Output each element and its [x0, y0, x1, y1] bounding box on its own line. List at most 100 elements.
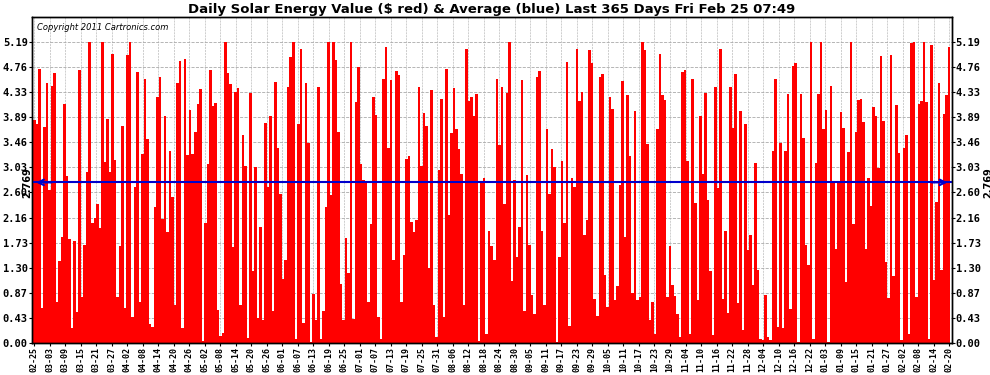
Bar — [825, 110, 828, 343]
Bar — [928, 339, 931, 343]
Bar — [669, 246, 671, 343]
Bar — [812, 339, 815, 343]
Bar — [269, 116, 272, 343]
Bar — [534, 314, 536, 343]
Bar — [822, 129, 825, 343]
Bar — [245, 166, 247, 343]
Bar — [732, 128, 735, 343]
Bar — [214, 103, 217, 343]
Bar — [882, 121, 885, 343]
Bar — [724, 231, 727, 343]
Bar — [555, 342, 558, 343]
Bar — [144, 79, 147, 343]
Bar — [142, 154, 144, 343]
Bar — [637, 300, 639, 343]
Bar — [181, 328, 184, 343]
Bar — [867, 178, 870, 343]
Bar — [521, 80, 523, 343]
Bar — [634, 111, 637, 343]
Bar — [455, 129, 457, 343]
Bar — [931, 45, 933, 343]
Bar — [49, 190, 50, 343]
Bar — [235, 92, 237, 343]
Bar — [34, 120, 36, 343]
Bar — [887, 298, 890, 343]
Bar — [807, 265, 810, 343]
Bar — [83, 246, 86, 343]
Bar — [833, 182, 835, 343]
Bar — [684, 69, 686, 343]
Bar — [717, 188, 719, 343]
Bar — [704, 93, 707, 343]
Bar — [529, 245, 531, 343]
Bar — [307, 143, 310, 343]
Bar — [229, 84, 232, 343]
Bar — [689, 334, 691, 343]
Bar — [606, 307, 609, 343]
Bar — [895, 105, 898, 343]
Bar — [920, 101, 923, 343]
Bar — [287, 87, 289, 343]
Bar — [370, 224, 372, 343]
Bar — [428, 268, 431, 343]
Bar — [629, 156, 632, 343]
Bar — [712, 335, 714, 343]
Bar — [36, 124, 39, 343]
Bar — [746, 250, 749, 343]
Bar — [261, 320, 264, 343]
Bar — [727, 313, 730, 343]
Title: Daily Solar Energy Value ($ red) & Average (blue) Last 365 Days Fri Feb 25 07:49: Daily Solar Energy Value ($ red) & Avera… — [188, 3, 795, 16]
Bar — [425, 126, 428, 343]
Bar — [242, 135, 245, 343]
Bar — [390, 80, 392, 343]
Bar — [354, 102, 357, 343]
Bar — [730, 87, 732, 343]
Bar — [787, 94, 789, 343]
Bar — [264, 123, 267, 343]
Bar — [707, 201, 709, 343]
Bar — [779, 143, 782, 343]
Bar — [137, 72, 139, 343]
Bar — [536, 77, 539, 343]
Bar — [148, 324, 151, 343]
Bar — [259, 227, 261, 343]
Bar — [169, 151, 171, 343]
Bar — [447, 215, 450, 343]
Bar — [548, 194, 550, 343]
Bar — [671, 285, 674, 343]
Bar — [247, 338, 249, 343]
Bar — [915, 297, 918, 343]
Bar — [63, 104, 66, 343]
Bar — [842, 128, 844, 343]
Bar — [460, 174, 463, 343]
Bar — [751, 285, 754, 343]
Bar — [885, 262, 887, 343]
Bar — [936, 202, 938, 343]
Bar — [106, 119, 109, 343]
Bar — [174, 305, 176, 343]
Bar — [362, 180, 365, 343]
Bar — [651, 302, 653, 343]
Bar — [53, 73, 55, 343]
Bar — [764, 295, 767, 343]
Bar — [380, 339, 382, 343]
Bar — [124, 308, 126, 343]
Bar — [55, 302, 58, 343]
Bar — [347, 273, 349, 343]
Bar — [463, 306, 465, 343]
Bar — [156, 97, 158, 343]
Bar — [838, 182, 840, 343]
Bar — [153, 207, 156, 343]
Bar — [805, 245, 807, 343]
Bar — [566, 62, 568, 343]
Bar — [697, 300, 699, 343]
Bar — [367, 302, 370, 343]
Bar — [93, 218, 96, 343]
Bar — [599, 77, 601, 343]
Bar — [558, 256, 560, 343]
Bar — [835, 249, 838, 343]
Bar — [58, 261, 60, 343]
Bar — [719, 49, 722, 343]
Bar — [78, 70, 81, 343]
Bar — [119, 246, 121, 343]
